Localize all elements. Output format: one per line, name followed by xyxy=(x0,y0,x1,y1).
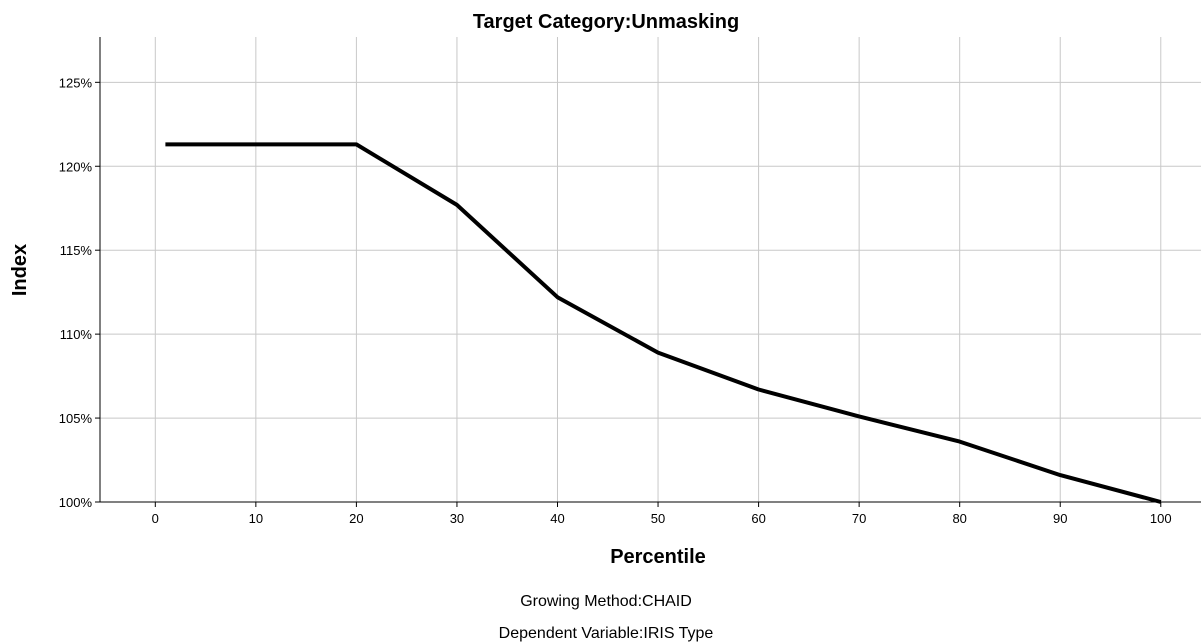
y-axis-title: Index xyxy=(9,244,31,296)
x-tick-label: 30 xyxy=(450,511,464,526)
x-tick-labels: 0 10 20 30 40 50 60 70 80 90 100 xyxy=(152,511,1172,526)
x-axis-title: Percentile xyxy=(610,546,706,568)
x-tick-label: 100 xyxy=(1150,511,1172,526)
series-line xyxy=(165,142,1162,504)
x-tick-label: 10 xyxy=(249,511,263,526)
x-tick-label: 60 xyxy=(751,511,765,526)
footnote-growing-method: Growing Method:CHAID xyxy=(520,593,692,610)
x-tick-label: 90 xyxy=(1053,511,1067,526)
y-tick-labels: 100% 105% 110% 115% 120% 125% xyxy=(59,75,93,510)
footnote-dependent-variable: Dependent Variable:IRIS Type xyxy=(499,625,714,642)
x-tick-label: 40 xyxy=(550,511,564,526)
x-tick-label: 50 xyxy=(651,511,665,526)
y-tick-label: 105% xyxy=(59,411,93,426)
axes xyxy=(99,37,1201,503)
grid xyxy=(95,37,1201,507)
x-tick-label: 20 xyxy=(349,511,363,526)
y-tick-label: 115% xyxy=(60,243,93,258)
y-tick-label: 100% xyxy=(59,495,93,510)
x-tick-label: 70 xyxy=(852,511,866,526)
x-tick-label: 80 xyxy=(952,511,966,526)
series xyxy=(165,142,1162,504)
chart-title: Target Category:Unmasking xyxy=(473,11,739,33)
x-tick-label: 0 xyxy=(152,511,159,526)
y-tick-label: 120% xyxy=(59,159,93,174)
y-tick-label: 110% xyxy=(60,327,93,342)
y-tick-label: 125% xyxy=(59,75,93,90)
